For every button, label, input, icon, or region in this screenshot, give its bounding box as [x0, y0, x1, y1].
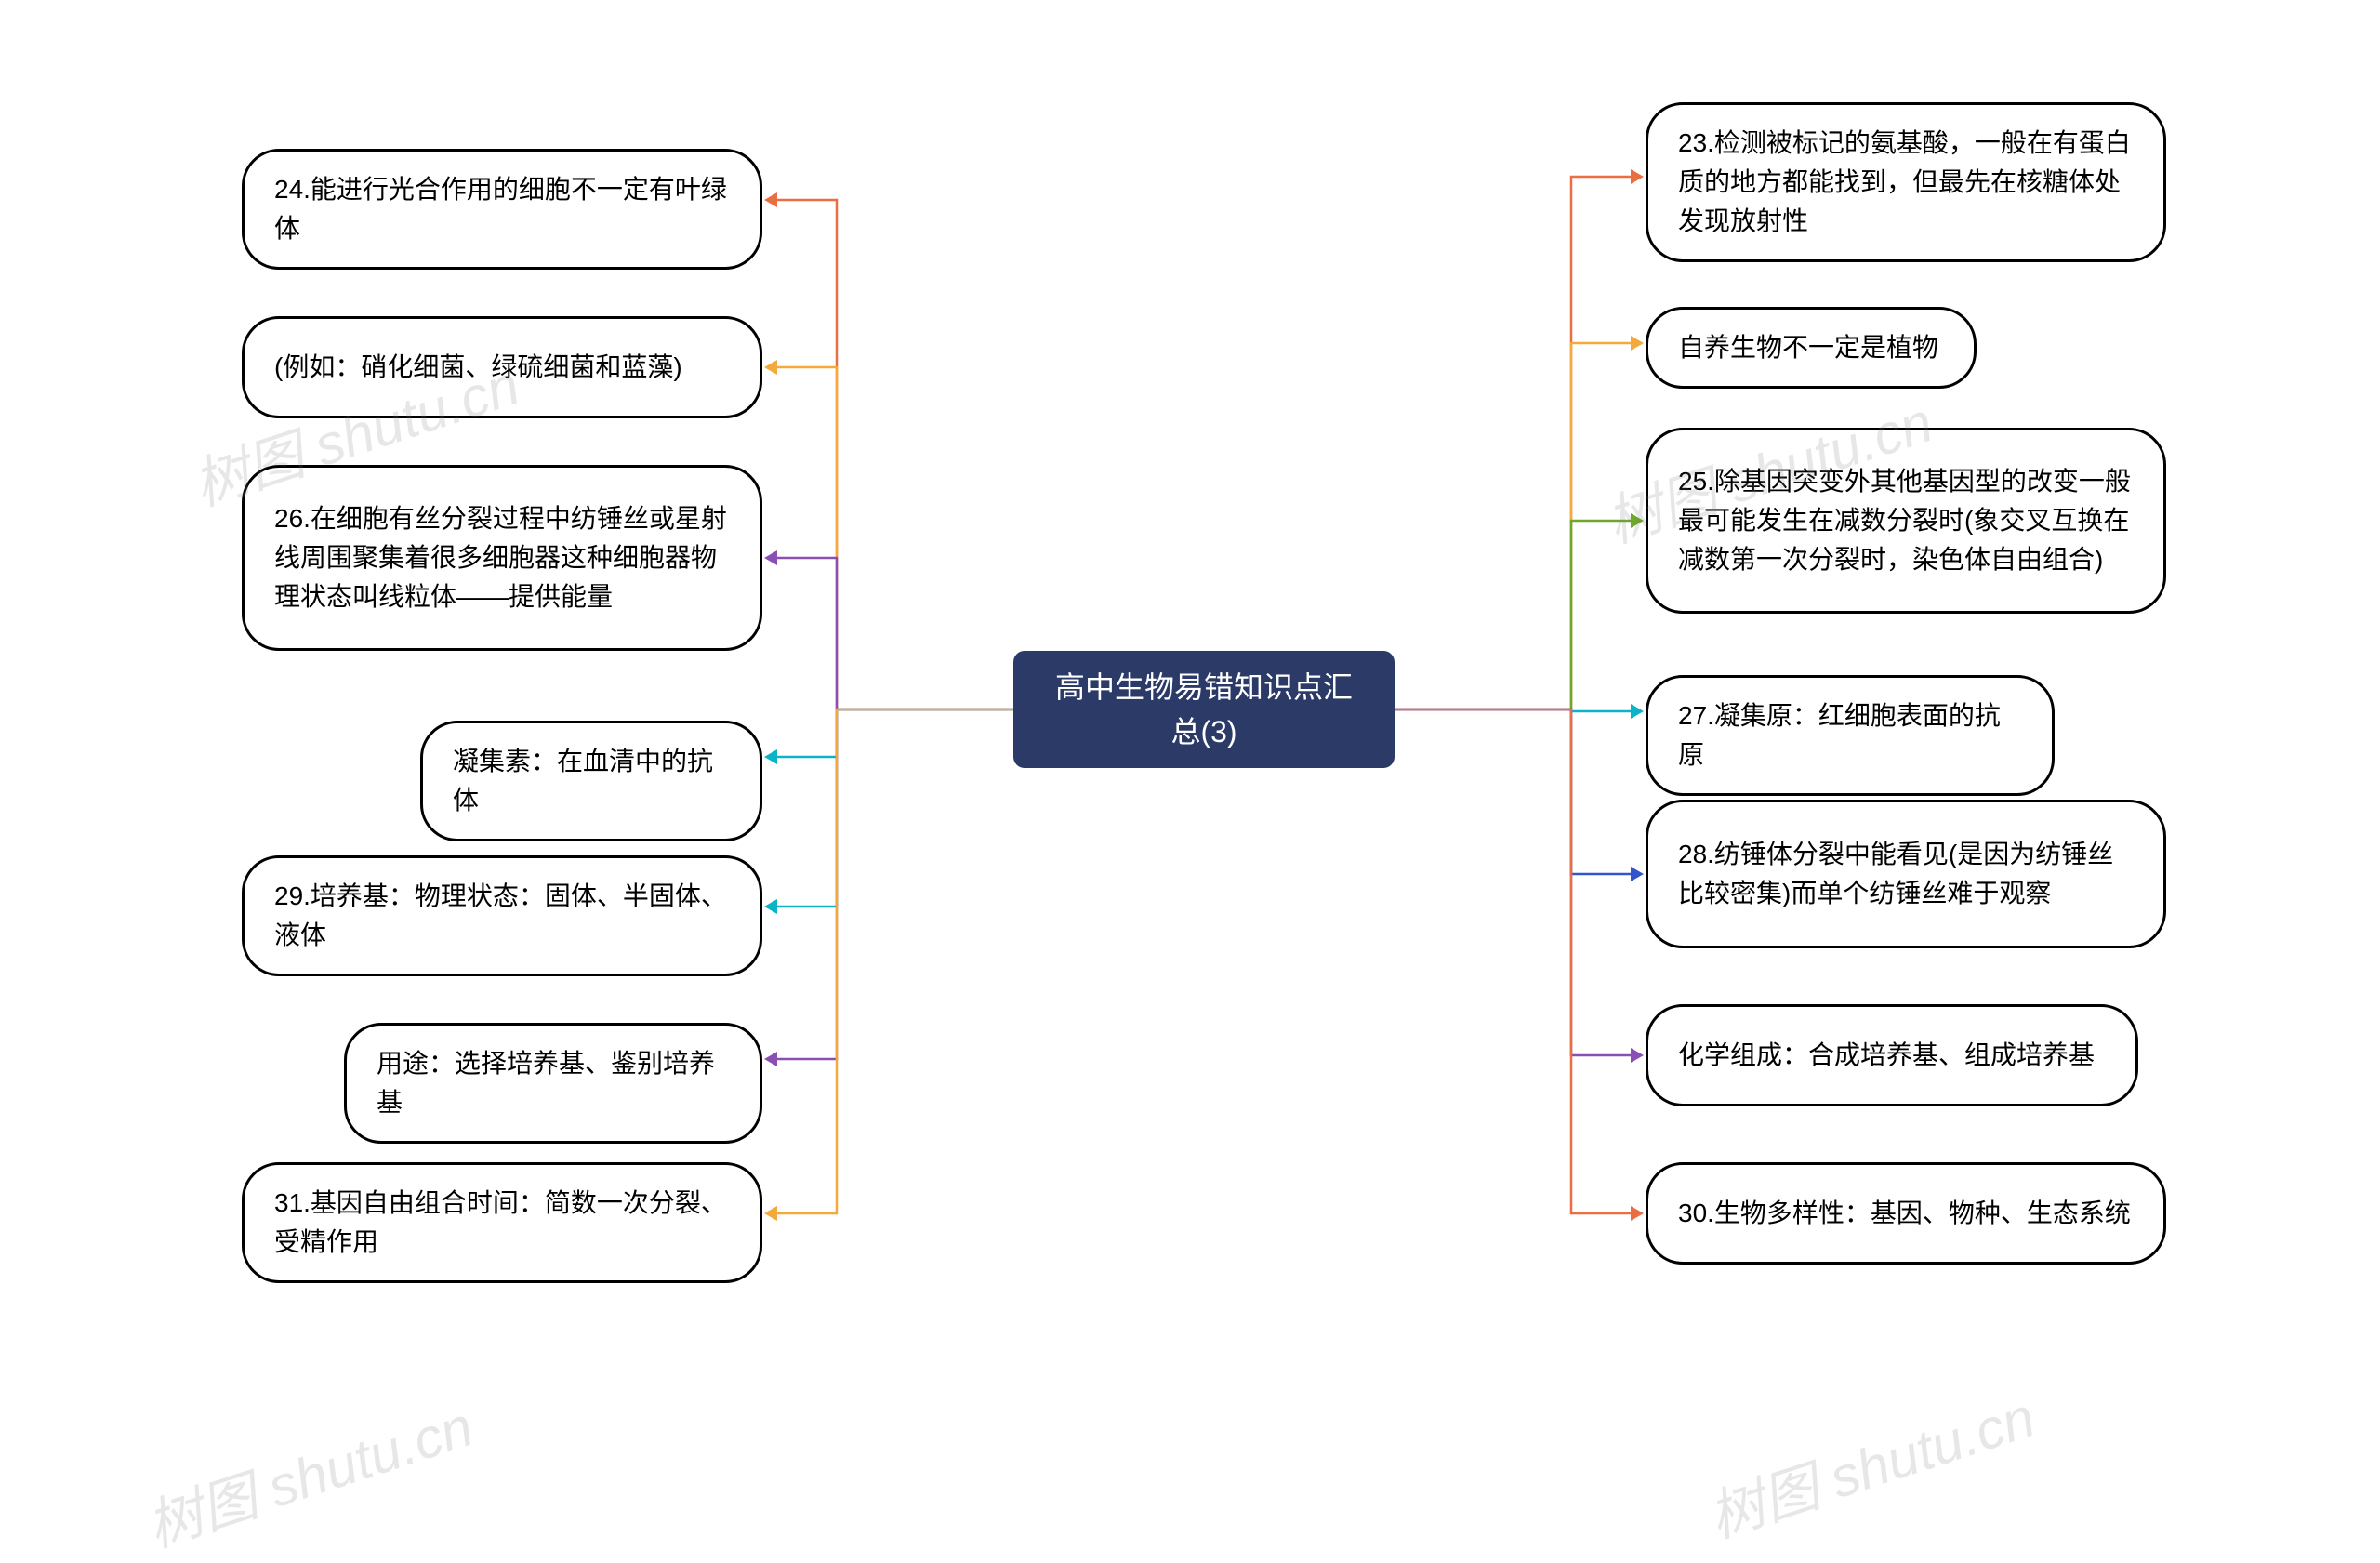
leaf-label: 30.生物多样性：基因、物种、生态系统 — [1678, 1194, 2131, 1233]
leaf-node-R5: 28.纺锤体分裂中能看见(是因为纺锤丝比较密集)而单个纺锤丝难于观察 — [1646, 800, 2166, 948]
leaf-node-R4: 27.凝集原：红细胞表面的抗原 — [1646, 675, 2055, 796]
leaf-node-L6: 用途：选择培养基、鉴别培养基 — [344, 1023, 762, 1144]
leaf-label: (例如：硝化细菌、绿硫细菌和蓝藻) — [274, 348, 682, 387]
leaf-node-R2: 自养生物不一定是植物 — [1646, 307, 1977, 389]
leaf-label: 25.除基因突变外其他基因型的改变一般最可能发生在减数分裂时(象交叉互换在减数第… — [1678, 462, 2134, 579]
leaf-label: 26.在细胞有丝分裂过程中纺锤丝或星射线周围聚集着很多细胞器这种细胞器物理状态叫… — [274, 499, 730, 616]
leaf-label: 用途：选择培养基、鉴别培养基 — [377, 1044, 730, 1122]
watermark: 树图 shutu.cn — [1697, 1372, 2043, 1554]
leaf-node-R3: 25.除基因突变外其他基因型的改变一般最可能发生在减数分裂时(象交叉互换在减数第… — [1646, 428, 2166, 614]
watermark: 树图 shutu.cn — [135, 1382, 482, 1563]
leaf-node-R1: 23.检测被标记的氨基酸，一般在有蛋白质的地方都能找到，但最先在核糖体处发现放射… — [1646, 102, 2166, 262]
center-label: 高中生物易错知识点汇总(3) — [1041, 665, 1367, 754]
leaf-label: 31.基因自由组合时间：简数一次分裂、受精作用 — [274, 1184, 730, 1262]
leaf-label: 化学组成：合成培养基、组成培养基 — [1678, 1036, 2095, 1075]
leaf-node-L2: (例如：硝化细菌、绿硫细菌和蓝藻) — [242, 316, 762, 418]
leaf-node-L4: 凝集素：在血清中的抗体 — [420, 721, 762, 841]
leaf-label: 28.纺锤体分裂中能看见(是因为纺锤丝比较密集)而单个纺锤丝难于观察 — [1678, 835, 2134, 913]
leaf-node-L5: 29.培养基：物理状态：固体、半固体、液体 — [242, 855, 762, 976]
leaf-node-L1: 24.能进行光合作用的细胞不一定有叶绿体 — [242, 149, 762, 270]
leaf-node-L3: 26.在细胞有丝分裂过程中纺锤丝或星射线周围聚集着很多细胞器这种细胞器物理状态叫… — [242, 465, 762, 651]
leaf-node-R7: 30.生物多样性：基因、物种、生态系统 — [1646, 1162, 2166, 1265]
leaf-node-L7: 31.基因自由组合时间：简数一次分裂、受精作用 — [242, 1162, 762, 1283]
center-node: 高中生物易错知识点汇总(3) — [1013, 651, 1395, 768]
leaf-label: 23.检测被标记的氨基酸，一般在有蛋白质的地方都能找到，但最先在核糖体处发现放射… — [1678, 124, 2134, 241]
leaf-label: 自养生物不一定是植物 — [1678, 328, 1938, 367]
leaf-node-R6: 化学组成：合成培养基、组成培养基 — [1646, 1004, 2138, 1106]
leaf-label: 凝集素：在血清中的抗体 — [453, 742, 730, 820]
leaf-label: 24.能进行光合作用的细胞不一定有叶绿体 — [274, 170, 730, 248]
leaf-label: 29.培养基：物理状态：固体、半固体、液体 — [274, 877, 730, 955]
leaf-label: 27.凝集原：红细胞表面的抗原 — [1678, 696, 2022, 775]
